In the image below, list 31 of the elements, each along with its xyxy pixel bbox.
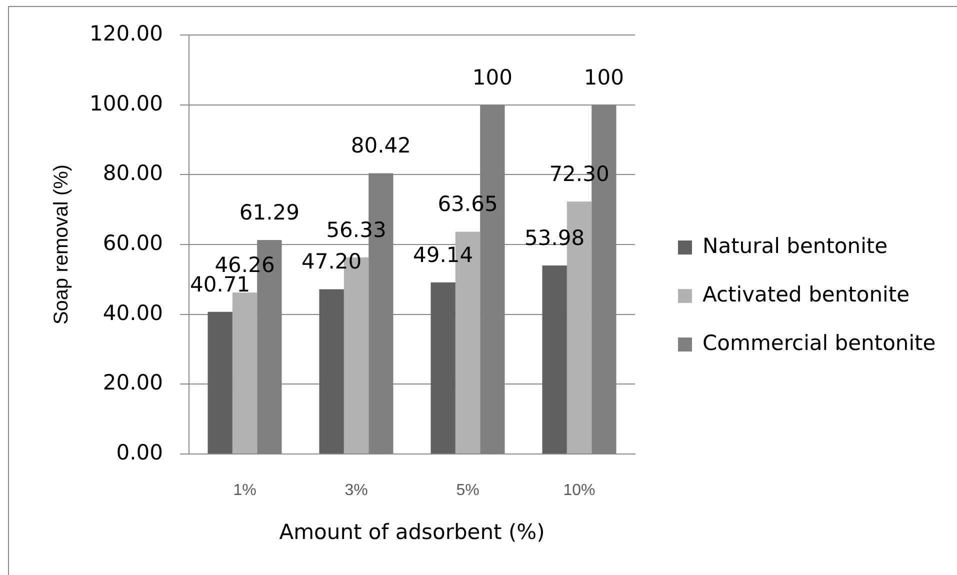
y-tick-label: 120.00 [90, 21, 163, 46]
data-label: 49.14 [413, 242, 474, 267]
legend-label: Natural bentonite [702, 234, 888, 258]
x-tick-label: 3% [344, 482, 368, 500]
y-axis-title: Soap removal (%) [50, 164, 73, 325]
data-label: 53.98 [524, 226, 585, 250]
y-tick-label: 40.00 [102, 300, 163, 325]
x-tick-label: 5% [456, 482, 480, 500]
data-label: 100 [584, 65, 624, 90]
bar [319, 289, 344, 454]
data-label: 56.33 [326, 218, 386, 242]
bar [208, 312, 232, 454]
bar [542, 266, 567, 454]
y-tick-label: 60.00 [102, 230, 163, 255]
data-label: 47.20 [302, 250, 362, 274]
bar [232, 292, 258, 454]
data-label: 63.65 [438, 192, 498, 216]
y-tick-label: 100.00 [90, 91, 163, 116]
x-axis-title: Amount of adsorbent (%) [279, 520, 545, 544]
x-tick-label: 10% [563, 482, 596, 500]
x-tick-label: 1% [233, 482, 256, 500]
legend-label: Commercial bentonite [702, 330, 936, 355]
y-tick-label: 20.00 [102, 370, 163, 395]
bar [430, 282, 456, 454]
data-label: 72.30 [549, 162, 610, 186]
data-label: 100 [472, 65, 512, 90]
y-tick-label: 0.00 [116, 440, 163, 464]
y-tick-label: 80.00 [102, 161, 163, 186]
data-label: 61.29 [239, 200, 300, 224]
data-label: 80.42 [350, 134, 411, 158]
legend-label: Activated bentonite [702, 282, 910, 306]
